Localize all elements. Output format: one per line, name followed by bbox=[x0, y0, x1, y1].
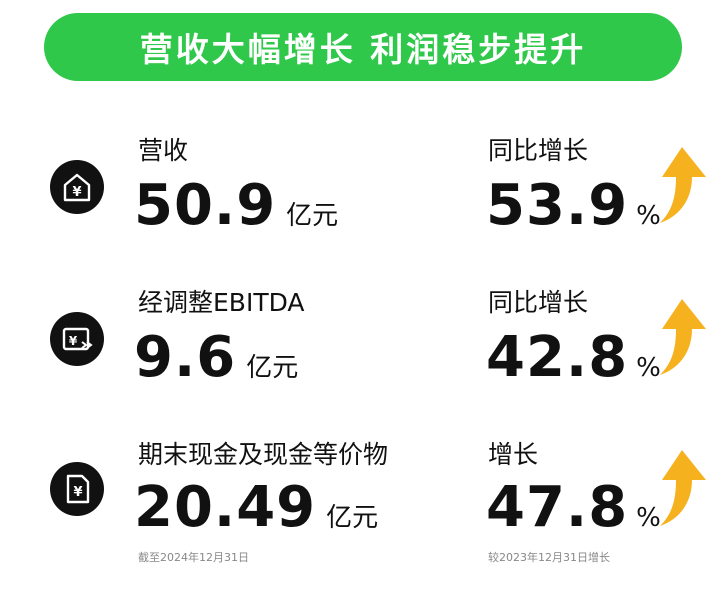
up-arrow-icon bbox=[660, 299, 706, 375]
up-arrow-icon bbox=[660, 147, 706, 223]
change-label-cash: 增长 bbox=[488, 440, 539, 469]
cash-change-unit: % bbox=[636, 503, 661, 533]
change-value-cash: 47.8 % bbox=[486, 478, 661, 538]
up-arrow-icon bbox=[660, 450, 706, 526]
change-label-ebitda: 同比增长 bbox=[488, 288, 589, 317]
house-yen-icon: ¥ bbox=[50, 160, 104, 214]
ebitda-change: 42.8 bbox=[486, 325, 629, 390]
cash-change: 47.8 bbox=[486, 475, 629, 540]
metric-value-revenue: 50.9 亿元 bbox=[134, 176, 338, 236]
cash-unit: 亿元 bbox=[326, 503, 379, 533]
svg-text:¥: ¥ bbox=[69, 334, 78, 348]
cash-value: 20.49 bbox=[134, 475, 317, 540]
revenue-unit: 亿元 bbox=[286, 201, 339, 231]
footnote-left: 截至2024年12月31日 bbox=[138, 551, 249, 564]
title-banner: 营收大幅增长 利润稳步提升 bbox=[44, 13, 682, 81]
footnote-right: 较2023年12月31日增长 bbox=[488, 551, 610, 564]
change-value-revenue: 53.9 % bbox=[486, 176, 661, 236]
svg-text:¥: ¥ bbox=[72, 185, 81, 200]
yen-document-icon: ¥ bbox=[50, 462, 104, 516]
metric-label-ebitda: 经调整EBITDA bbox=[138, 288, 305, 317]
change-label-revenue: 同比增长 bbox=[488, 136, 589, 165]
metric-value-cash: 20.49 亿元 bbox=[134, 478, 378, 538]
ebitda-value: 9.6 bbox=[134, 325, 237, 390]
revenue-change-unit: % bbox=[636, 201, 661, 231]
revenue-value: 50.9 bbox=[134, 173, 277, 238]
metric-label-revenue: 营收 bbox=[138, 136, 189, 165]
page-title: 营收大幅增长 利润稳步提升 bbox=[139, 30, 587, 69]
yen-card-icon: ¥ bbox=[50, 312, 104, 366]
revenue-change: 53.9 bbox=[486, 173, 629, 238]
ebitda-change-unit: % bbox=[636, 353, 661, 383]
svg-text:¥: ¥ bbox=[73, 485, 82, 500]
ebitda-unit: 亿元 bbox=[246, 353, 299, 383]
metric-label-cash: 期末现金及现金等价物 bbox=[138, 440, 389, 469]
change-value-ebitda: 42.8 % bbox=[486, 328, 661, 388]
metric-value-ebitda: 9.6 亿元 bbox=[134, 328, 298, 388]
